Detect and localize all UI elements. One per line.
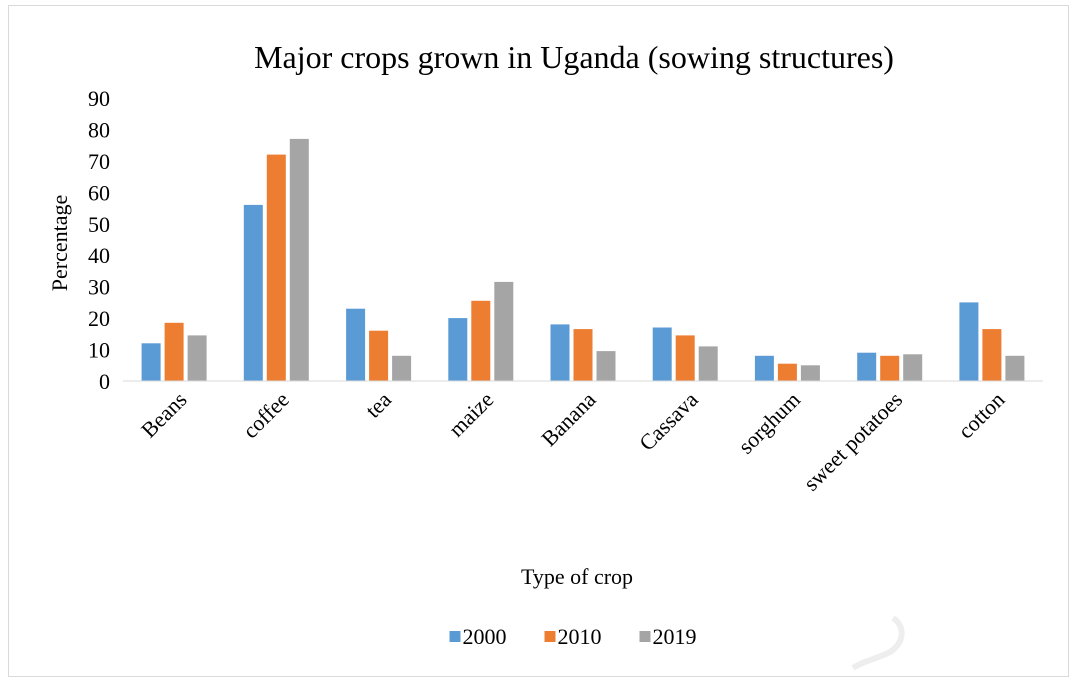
y-tick-label: 60: [88, 180, 110, 205]
legend-label: 2010: [558, 624, 602, 649]
y-tick-label: 70: [88, 149, 110, 174]
bar: [392, 355, 412, 381]
bar: [573, 329, 593, 381]
y-tick-label: 20: [88, 306, 110, 331]
watermark-mark: [851, 615, 905, 671]
chart-frame: [8, 5, 1069, 677]
x-tick-label: tea: [360, 387, 396, 423]
chart-title: Major crops grown in Uganda (sowing stru…: [254, 39, 894, 75]
bar: [494, 281, 514, 381]
bar: [289, 138, 309, 381]
bar: [369, 330, 389, 381]
bar: [448, 318, 468, 381]
legend-swatch: [449, 631, 461, 642]
bar: [596, 351, 616, 381]
bar: [982, 329, 1002, 381]
y-axis-label: Percentage: [47, 195, 72, 292]
x-tick-label: sweet potatoes: [798, 387, 907, 496]
bar: [1005, 355, 1025, 381]
bar: [754, 355, 774, 381]
legend-swatch: [544, 631, 556, 642]
x-tick-label: sorghum: [733, 387, 805, 459]
bar: [164, 322, 184, 381]
bar: [346, 308, 366, 381]
y-tick-label: 30: [88, 275, 110, 300]
bar: [141, 343, 161, 381]
x-axis-label: Type of crop: [521, 564, 633, 589]
y-tick-label: 80: [88, 117, 110, 142]
x-tick-label: Cassava: [634, 387, 703, 456]
bar: [959, 302, 979, 381]
y-tick-label: 50: [88, 212, 110, 237]
x-tick-label: cotton: [953, 387, 1010, 444]
x-tick-label: Beans: [136, 387, 192, 443]
x-tick-label: coffee: [238, 387, 294, 443]
x-tick-label: Banana: [536, 387, 600, 451]
bar: [652, 327, 672, 381]
bar: [880, 355, 900, 381]
legend-label: 2019: [653, 624, 697, 649]
legend: 2000 2010 2019: [449, 624, 697, 649]
y-tick-labels: 0 10 20 30 40 50 60 70 80 90: [88, 86, 110, 394]
bar: [857, 352, 877, 381]
y-tick-label: 40: [88, 243, 110, 268]
y-tick-label: 90: [88, 86, 110, 111]
bar: [266, 154, 286, 381]
bar: [675, 335, 695, 381]
bar: [903, 354, 923, 381]
legend-swatch: [639, 631, 651, 642]
x-tick-labels: Beans coffee tea maize Banana Cassava sorghums…: [136, 387, 1009, 496]
bar: [698, 346, 718, 381]
x-tick-label: maize: [443, 387, 498, 442]
bar: [550, 324, 570, 381]
bar: [187, 335, 207, 381]
bars-group: [141, 138, 1025, 381]
bar: [800, 365, 820, 381]
bar: [777, 363, 797, 381]
bar: [471, 300, 491, 381]
y-tick-label: 10: [88, 338, 110, 363]
bar: [243, 204, 263, 381]
legend-label: 2000: [463, 624, 507, 649]
y-tick-label: 0: [99, 369, 110, 394]
